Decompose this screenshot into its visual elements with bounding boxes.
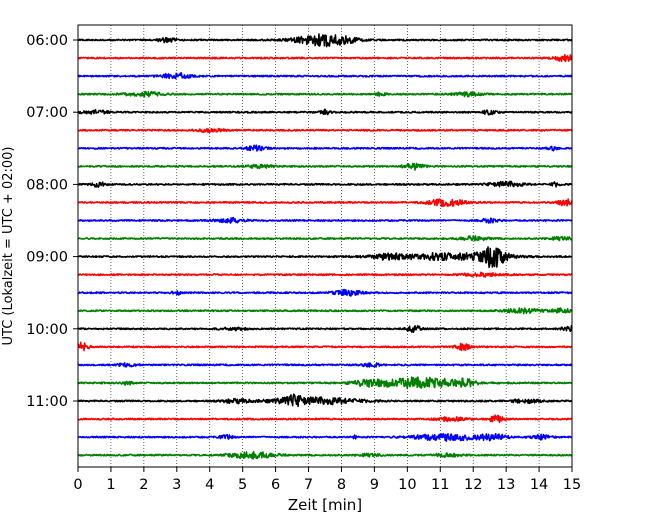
trace-0800 xyxy=(77,180,573,188)
x-tick-label: 6 xyxy=(271,477,280,493)
trace-0630 xyxy=(77,71,573,80)
plot-frame xyxy=(77,24,573,468)
y-tick-label: 10:00 xyxy=(26,322,68,338)
y-tick-label: 11:00 xyxy=(26,394,68,410)
trace-0830 xyxy=(77,216,573,224)
x-tick-label: 5 xyxy=(238,477,247,493)
x-axis-ticks: 0 1 2 3 4 5 6 7 8 9 10 11 12 13 14 15 xyxy=(73,467,581,493)
y-tick-label: 08:00 xyxy=(26,177,68,193)
trace-0600 xyxy=(77,33,573,48)
y-tick-label: 06:00 xyxy=(26,33,68,49)
trace-0815 xyxy=(77,198,573,208)
trace-0700 xyxy=(77,108,573,116)
x-tick-label: 15 xyxy=(563,477,581,493)
y-tick-label: 09:00 xyxy=(26,250,68,266)
trace-0715 xyxy=(77,127,573,134)
x-tick-label: 9 xyxy=(370,477,379,493)
trace-1045 xyxy=(77,376,573,390)
trace-0845 xyxy=(77,235,573,242)
x-tick-label: 12 xyxy=(464,477,482,493)
x-tick-label: 7 xyxy=(304,477,313,493)
x-tick-label: 10 xyxy=(398,477,416,493)
trace-0915 xyxy=(77,271,573,278)
trace-1115 xyxy=(77,414,573,424)
x-axis-label: Zeit [min] xyxy=(288,496,362,514)
x-tick-label: 1 xyxy=(106,477,115,493)
trace-1030 xyxy=(77,362,573,368)
y-tick-label: 07:00 xyxy=(26,105,68,121)
x-tick-label: 3 xyxy=(172,477,181,493)
x-tick-label: 14 xyxy=(530,477,548,493)
trace-0745 xyxy=(77,162,573,171)
trace-0930 xyxy=(77,288,573,297)
y-axis-ticks: 06:00 07:00 08:00 09:00 10:00 11:00 xyxy=(26,33,78,410)
trace-0945 xyxy=(77,307,573,315)
x-tick-label: 0 xyxy=(73,477,82,493)
x-tick-label: 8 xyxy=(337,477,346,493)
trace-1015 xyxy=(77,341,573,352)
x-tick-label: 13 xyxy=(497,477,515,493)
trace-1100 xyxy=(77,393,573,408)
seismic-traces xyxy=(77,33,573,460)
trace-1145 xyxy=(77,450,573,460)
x-tick-label: 11 xyxy=(431,477,449,493)
trace-0730 xyxy=(77,144,573,152)
x-tick-label: 4 xyxy=(205,477,214,493)
trace-0900 xyxy=(77,246,573,269)
trace-1130 xyxy=(77,432,573,442)
x-tick-label: 2 xyxy=(139,477,148,493)
trace-1000 xyxy=(77,324,573,334)
trace-0645 xyxy=(77,90,573,98)
y-axis-label: UTC (Lokalzeit = UTC + 02:00) xyxy=(1,147,16,346)
trace-0615 xyxy=(77,54,573,63)
